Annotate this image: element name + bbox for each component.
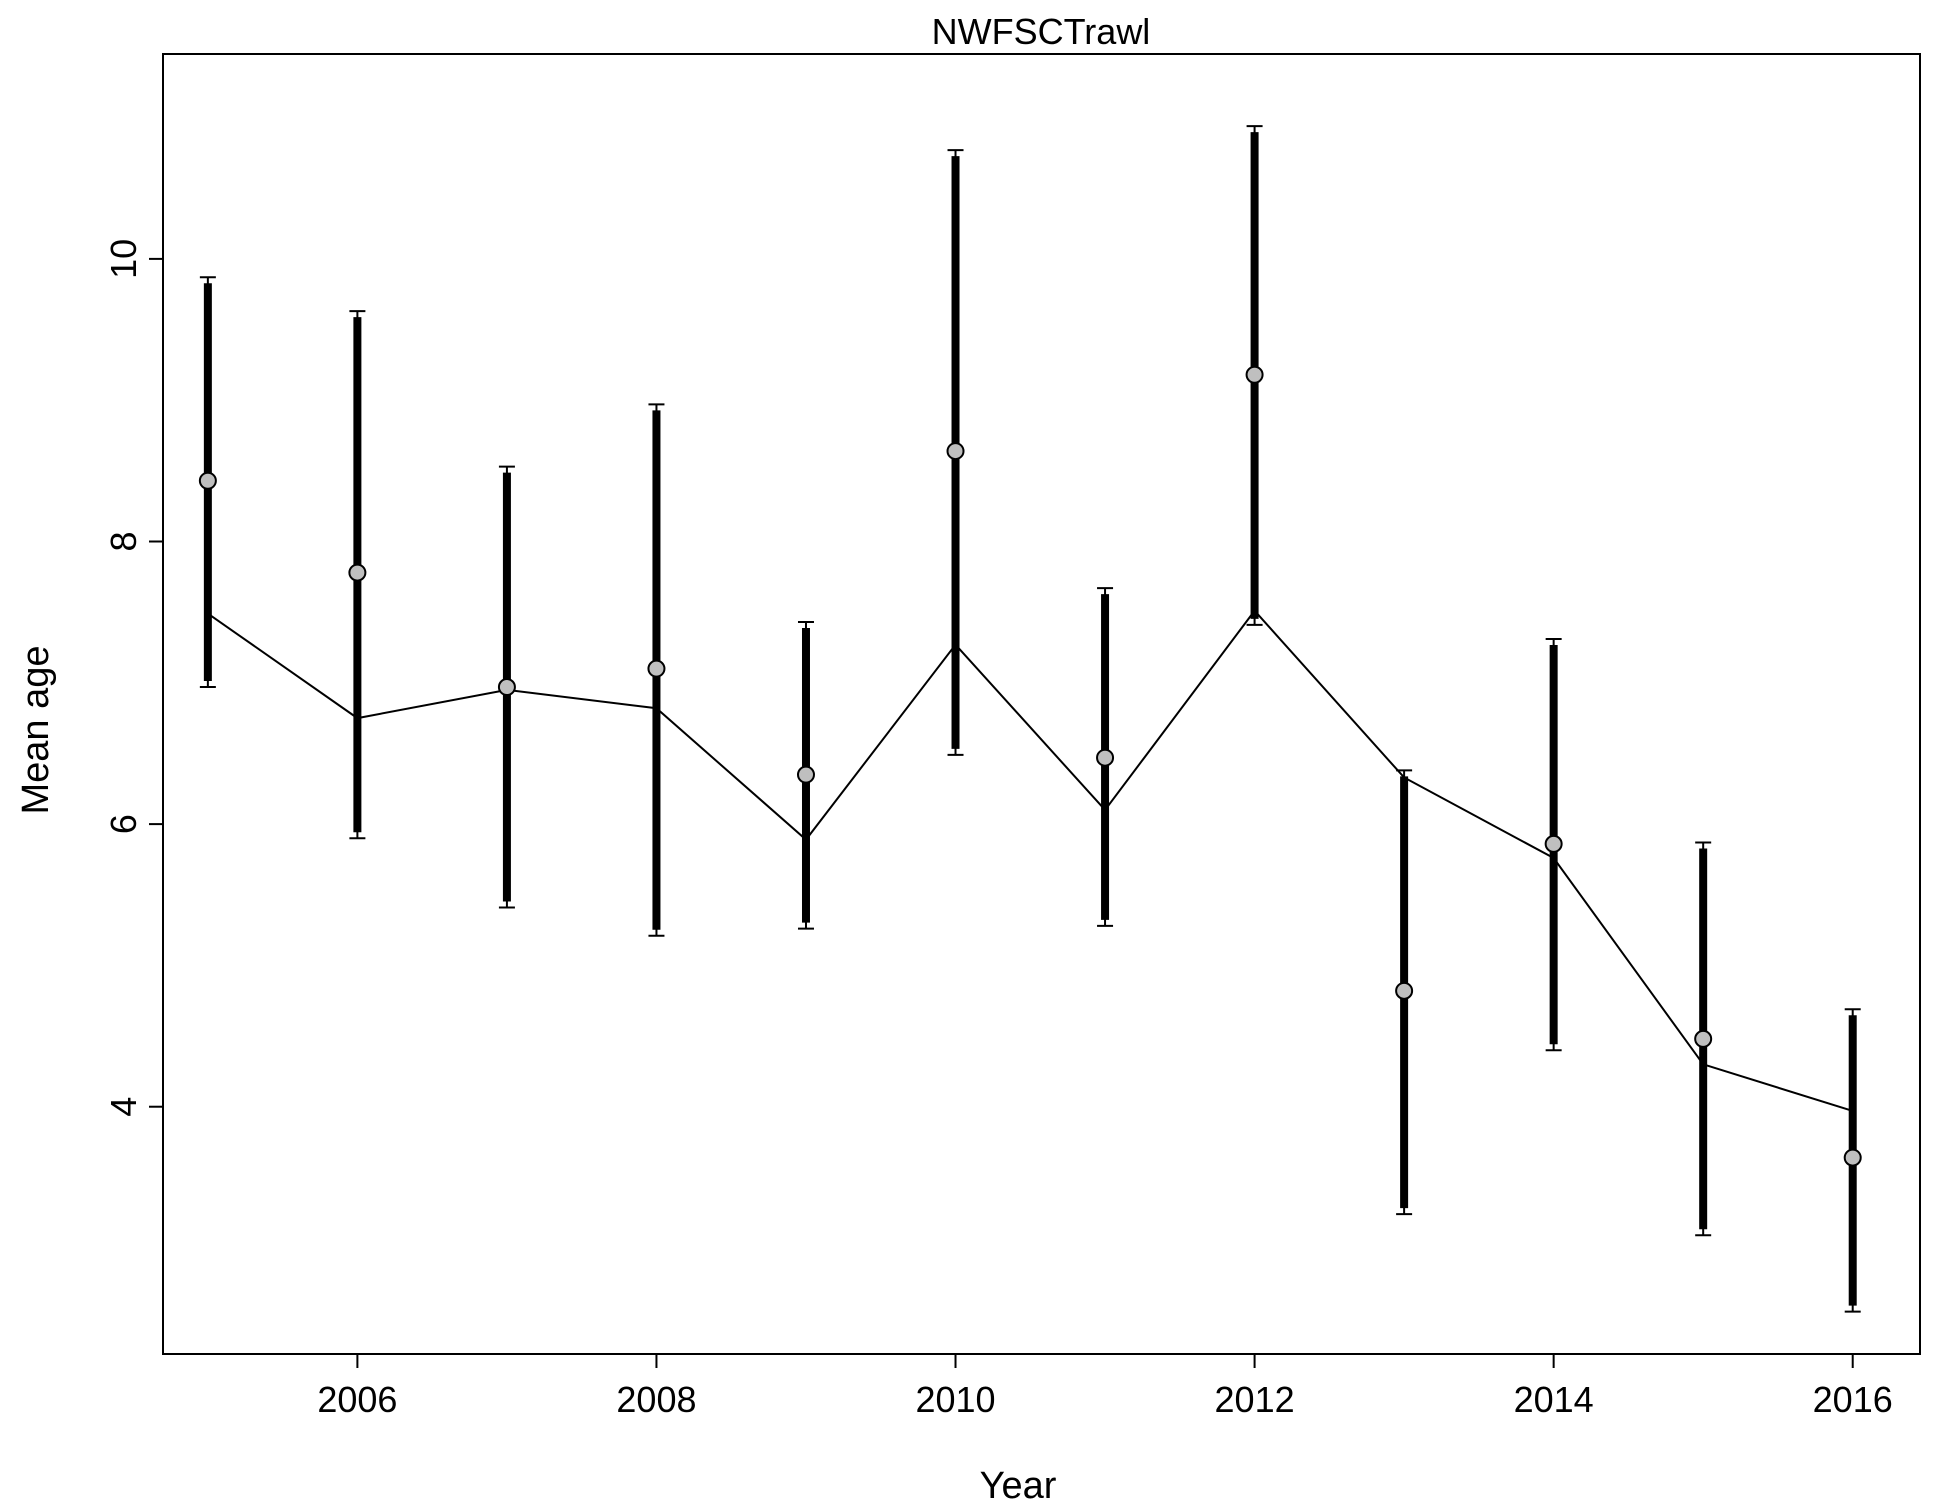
- y-tick-label: 6: [103, 814, 144, 834]
- x-tick-label: 2012: [1215, 1379, 1295, 1420]
- observed-point: [647, 659, 666, 678]
- x-tick-label: 2010: [915, 1379, 995, 1420]
- expected-series-line: [207, 609, 1854, 1112]
- observed-point: [1245, 365, 1264, 384]
- observed-point: [1694, 1029, 1713, 1048]
- error-bars: [199, 125, 1861, 1313]
- observed-point: [1395, 981, 1414, 1000]
- observed-point: [1544, 834, 1563, 853]
- y-tick-label: 4: [103, 1097, 144, 1117]
- x-tick-label: 2014: [1514, 1379, 1594, 1420]
- expected-line: [207, 609, 1854, 1112]
- observed-points: [198, 365, 1862, 1167]
- observed-point: [796, 765, 815, 784]
- observed-point: [1843, 1148, 1862, 1167]
- x-axis: 2006 2008 2010 2012 2014 2016: [317, 1354, 1893, 1420]
- y-axis: 4 6 8 10: [103, 239, 163, 1117]
- x-tick-label: 2016: [1813, 1379, 1893, 1420]
- x-axis-label: Year: [980, 1465, 1057, 1500]
- x-tick-label: 2008: [616, 1379, 696, 1420]
- x-tick-label: 2006: [317, 1379, 397, 1420]
- observed-point: [1096, 748, 1115, 767]
- observed-point: [946, 442, 965, 461]
- plot-frame: [162, 53, 1921, 1355]
- y-tick-label: 8: [103, 531, 144, 551]
- observed-point: [497, 678, 516, 697]
- y-axis-label: Mean age: [15, 645, 57, 814]
- chart-title: NWFSCTrawl: [932, 11, 1151, 52]
- observed-point: [198, 471, 217, 490]
- observed-point: [348, 563, 367, 582]
- y-tick-label: 10: [103, 239, 144, 279]
